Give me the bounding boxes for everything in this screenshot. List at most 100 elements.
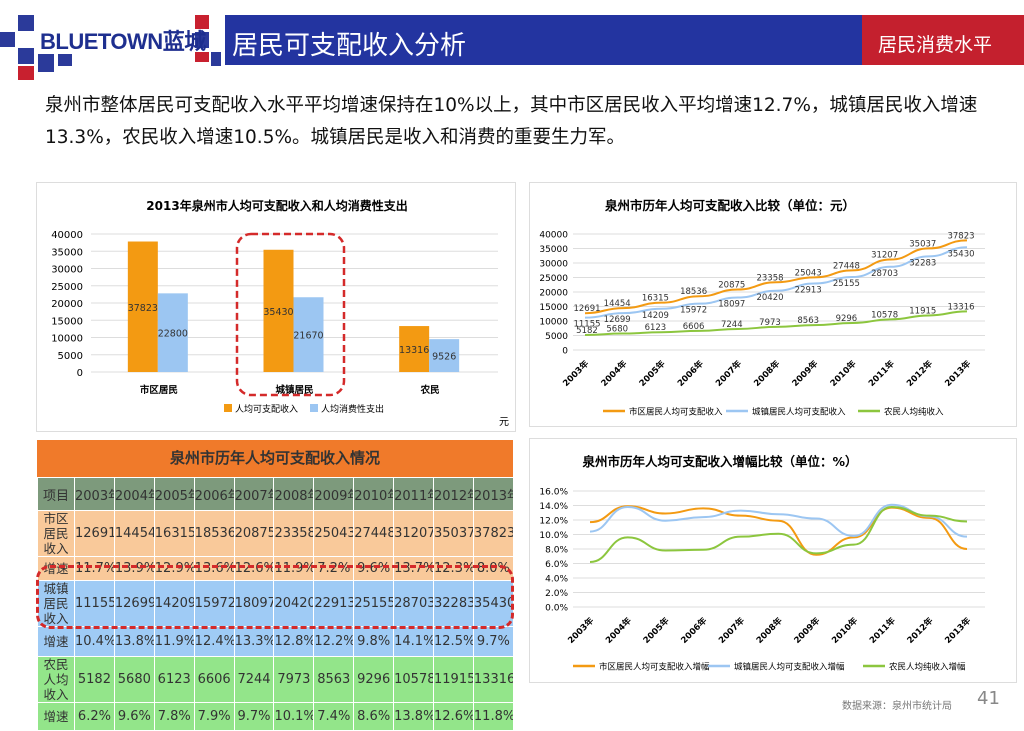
table-header-cell: 2007年 bbox=[233, 477, 275, 511]
data-label: 35430 bbox=[947, 249, 974, 259]
table-cell: 5182 bbox=[74, 656, 115, 703]
y-tick-label: 0.0% bbox=[545, 604, 568, 614]
x-tick-label: 2007年 bbox=[713, 358, 744, 389]
series-line bbox=[589, 505, 968, 556]
data-label: 35037 bbox=[909, 239, 936, 249]
x-tick-label: 城镇居民 bbox=[275, 384, 313, 396]
x-tick-label: 2011年 bbox=[867, 615, 898, 646]
table-cell: 18536 bbox=[193, 510, 235, 557]
x-tick-label: 2003年 bbox=[561, 358, 592, 389]
table-cell: 10578 bbox=[393, 656, 435, 703]
row-label: 增速 bbox=[37, 626, 75, 657]
x-tick-label: 2012年 bbox=[904, 358, 935, 389]
legend-label: 农民人均纯收入增幅 bbox=[889, 662, 966, 673]
table-cell: 13316 bbox=[472, 656, 514, 703]
table-cell: 7.9% bbox=[193, 702, 235, 731]
y-tick-label: 2.0% bbox=[545, 589, 568, 599]
y-tick-label: 6.0% bbox=[545, 560, 568, 570]
data-label: 23358 bbox=[756, 273, 783, 283]
table-cell: 7.8% bbox=[153, 702, 195, 731]
x-tick-label: 2007年 bbox=[716, 615, 747, 646]
table-cell: 16315 bbox=[153, 510, 195, 557]
chart-title: 2013年泉州市人均可支配收入和人均消费性支出 bbox=[146, 198, 407, 213]
data-label: 12699 bbox=[604, 315, 631, 325]
table-cell: 9.6% bbox=[353, 556, 395, 581]
legend-label: 市区居民人均可支配收入 bbox=[629, 407, 723, 418]
series-line bbox=[584, 239, 968, 315]
bar bbox=[157, 293, 188, 372]
bar bbox=[263, 249, 294, 372]
table-cell: 6123 bbox=[153, 656, 195, 703]
table-cell: 11.7% bbox=[74, 556, 115, 581]
section-tab[interactable] bbox=[862, 15, 1024, 65]
table-cell: 12699 bbox=[113, 580, 155, 627]
data-label: 18097 bbox=[718, 300, 745, 310]
page-number: 41 bbox=[977, 688, 1000, 709]
bar-chart: 2013年泉州市人均可支配收入和人均消费性支出 0 5000 10000 15000 20… bbox=[51, 198, 509, 428]
y-tick-label: 35000 bbox=[51, 247, 83, 258]
table-cell: 6.2% bbox=[74, 702, 115, 731]
legend-label: 人均消费性支出 bbox=[321, 403, 384, 415]
table-cell: 7973 bbox=[273, 656, 315, 703]
table-cell: 14454 bbox=[113, 510, 155, 557]
x-tick-label: 2004年 bbox=[603, 615, 634, 646]
data-label: 7973 bbox=[759, 318, 781, 328]
data-label: 25043 bbox=[795, 268, 822, 278]
data-label: 27448 bbox=[833, 261, 860, 271]
table-row: 增速 10.4% 13.8% 11.9% 12.4% 13.3% 12.8% 12.2% 9.8… bbox=[37, 626, 514, 657]
legend-swatch bbox=[224, 404, 232, 412]
data-label: 13316 bbox=[947, 302, 974, 312]
growth-line-chart: 泉州市历年人均可支配收入增幅比较（单位：%） 0.0% 2.0% 4.0% 6.0% 8.… bbox=[539, 454, 985, 673]
y-tick-label: 4.0% bbox=[545, 575, 568, 585]
table-cell: 18097 bbox=[233, 580, 275, 627]
x-tick-label: 2012年 bbox=[905, 615, 936, 646]
table-cell: 12691 bbox=[74, 510, 115, 557]
data-label: 31207 bbox=[871, 250, 898, 260]
table-cell: 11155 bbox=[74, 580, 115, 627]
table-cell: 9.8% bbox=[353, 626, 395, 657]
highlight-outline bbox=[235, 232, 346, 397]
y-tick-label: 5000 bbox=[545, 332, 568, 342]
row-label: 市区居民收入 bbox=[37, 510, 75, 557]
y-tick-label: 10.0% bbox=[539, 531, 568, 541]
table-header-cell: 2012年 bbox=[433, 477, 474, 511]
table-cell: 15972 bbox=[193, 580, 235, 627]
data-label: 5680 bbox=[606, 325, 628, 335]
data-label: 18536 bbox=[680, 287, 707, 297]
data-label: 22800 bbox=[158, 329, 188, 340]
y-tick-label: 15000 bbox=[51, 316, 83, 327]
table-cell: 8563 bbox=[313, 656, 355, 703]
table-cell: 12.4% bbox=[193, 626, 235, 657]
header-title-bar bbox=[222, 15, 862, 65]
table-header-row: 项目2003年2004年2005年2006年2007年2008年2009年201… bbox=[37, 477, 514, 511]
bar-chart-panel: 2013年泉州市人均可支配收入和人均消费性支出 0 5000 10000 15000 20… bbox=[36, 182, 516, 432]
income-line-chart: 泉州市历年人均可支配收入比较（单位：元） 0 5000 10000 15000 20000… bbox=[539, 198, 985, 418]
data-label: 14209 bbox=[642, 311, 669, 321]
x-tick-label: 2013年 bbox=[943, 358, 974, 389]
x-tick-label: 2006年 bbox=[679, 615, 710, 646]
table-header-cell: 2004年 bbox=[113, 477, 155, 511]
legend-swatch bbox=[310, 404, 318, 412]
table-header-cell: 2009年 bbox=[313, 477, 355, 511]
table-cell: 7.2% bbox=[313, 556, 355, 581]
table-cell: 20875 bbox=[233, 510, 275, 557]
data-label: 9526 bbox=[432, 352, 456, 363]
x-tick-label: 2010年 bbox=[828, 358, 859, 389]
data-label: 21670 bbox=[293, 331, 323, 342]
bar bbox=[293, 297, 324, 372]
table-cell: 9.7% bbox=[472, 626, 514, 657]
data-label: 13316 bbox=[399, 345, 429, 356]
table-cell: 20420 bbox=[273, 580, 315, 627]
x-tick-label: 2004年 bbox=[599, 358, 630, 389]
table-header-cell: 2006年 bbox=[193, 477, 235, 511]
y-tick-label: 0 bbox=[77, 368, 83, 379]
data-label: 5182 bbox=[576, 326, 598, 336]
growth-line-chart-panel: 泉州市历年人均可支配收入增幅比较（单位：%） 0.0% 2.0% 4.0% 6.0% 8.… bbox=[529, 438, 1017, 683]
x-tick-label: 2008年 bbox=[754, 615, 785, 646]
y-tick-label: 0 bbox=[562, 347, 568, 357]
page-title: 居民可支配收入分析 bbox=[232, 31, 467, 61]
legend-label: 城镇居民人均可支配收入 bbox=[752, 407, 846, 418]
table-cell: 12.8% bbox=[273, 626, 315, 657]
x-tick-label: 2010年 bbox=[829, 615, 860, 646]
table-cell: 9296 bbox=[353, 656, 395, 703]
